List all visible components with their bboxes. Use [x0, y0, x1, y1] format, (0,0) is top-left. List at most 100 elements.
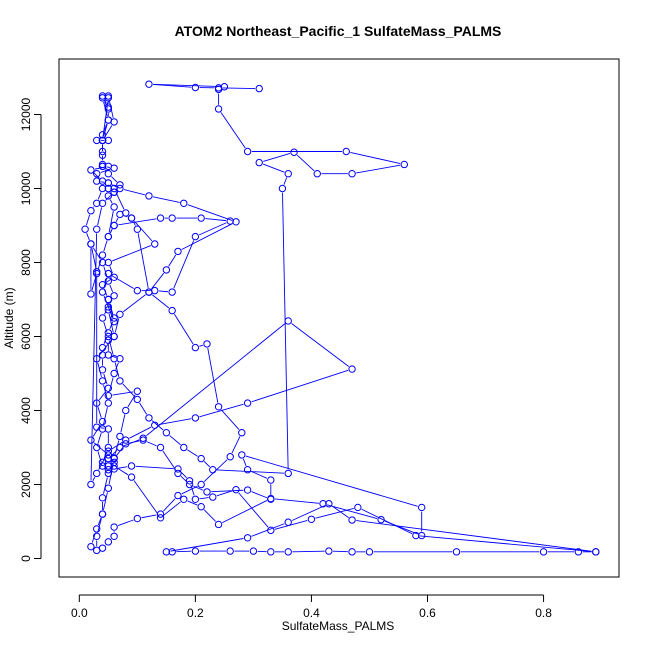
data-point — [168, 548, 176, 556]
series-segment — [93, 206, 95, 208]
series-segment — [115, 192, 125, 210]
y-axis: 0 2000 4000 6000 8000 10000 12000 — [19, 97, 42, 562]
series-segment — [356, 164, 401, 174]
data-point — [93, 225, 101, 233]
series-segment — [245, 455, 418, 507]
data-point — [98, 281, 107, 289]
data-point — [145, 414, 153, 422]
data-point — [98, 251, 107, 259]
series-segment — [158, 290, 169, 293]
data-point — [325, 547, 333, 555]
series-segment — [203, 459, 228, 482]
series-segment — [274, 519, 308, 530]
data-point — [104, 232, 113, 241]
series-segment — [170, 538, 244, 552]
data-point — [104, 425, 113, 433]
data-point — [284, 170, 292, 178]
data-point — [93, 443, 101, 452]
series — [87, 92, 426, 555]
data-point — [209, 493, 217, 501]
data-point — [139, 434, 147, 442]
data-point — [214, 520, 223, 529]
x-tick-label: 0.8 — [535, 606, 552, 620]
series-segment — [162, 450, 176, 471]
x-tick-label: 0.2 — [187, 606, 204, 620]
series-segment — [103, 123, 108, 137]
series-segment — [97, 451, 102, 463]
data-point — [133, 387, 142, 395]
data-point — [214, 84, 223, 92]
series-segment — [103, 477, 108, 494]
data-point — [133, 514, 142, 523]
data-point — [180, 495, 188, 503]
data-point — [98, 351, 107, 359]
data-point — [348, 365, 356, 373]
data-point — [168, 214, 176, 222]
series-segment — [109, 199, 113, 204]
data-point — [267, 494, 275, 503]
series-segment — [117, 519, 134, 527]
series-segment — [221, 409, 240, 430]
data-point — [151, 421, 159, 429]
data-point — [191, 547, 200, 555]
series-segment — [134, 220, 153, 242]
series-segment — [207, 347, 219, 403]
data-point — [180, 443, 188, 452]
data-point — [197, 480, 205, 489]
data-point — [93, 269, 101, 278]
series-segment — [199, 497, 209, 500]
series-segment — [187, 204, 233, 221]
series-segment — [231, 436, 241, 454]
series-segment — [356, 520, 592, 552]
series-segment — [112, 391, 134, 396]
data-point — [110, 532, 118, 540]
data-point — [156, 510, 165, 518]
data-point — [110, 118, 118, 126]
data-point — [98, 258, 107, 267]
series-segment — [173, 240, 195, 289]
data-point — [220, 83, 229, 91]
data-point — [325, 500, 333, 508]
series-segment — [174, 313, 194, 345]
data-point — [180, 199, 188, 208]
data-point — [191, 83, 200, 92]
data-point — [98, 160, 107, 169]
data-point — [162, 429, 171, 437]
data-point — [185, 480, 194, 489]
data-point — [592, 548, 600, 556]
data-point — [226, 547, 234, 555]
data-point — [104, 170, 113, 178]
series-segment — [91, 277, 97, 291]
data-point — [98, 131, 107, 139]
series-segment — [199, 403, 244, 418]
data-point — [284, 317, 292, 325]
series-segment — [97, 518, 102, 533]
series-segment — [292, 550, 325, 553]
series-segment — [326, 504, 378, 519]
series-segment — [92, 424, 101, 437]
series-segment — [115, 217, 119, 222]
series-segment — [193, 485, 204, 491]
data-point — [122, 406, 130, 415]
x-tick-label: 0.6 — [419, 606, 436, 620]
data-point — [203, 488, 211, 496]
series-segment — [103, 321, 108, 333]
series-segment — [205, 218, 227, 222]
series-segment — [163, 501, 181, 516]
series-segment — [122, 294, 146, 313]
data-point — [127, 462, 136, 470]
series-segment — [122, 383, 135, 397]
series-segment — [97, 207, 103, 226]
series-segment — [109, 266, 114, 274]
data-point — [290, 148, 298, 156]
data-point — [87, 207, 95, 215]
series-segment — [110, 461, 112, 463]
data-point — [98, 147, 107, 156]
series-segment — [85, 214, 91, 226]
series-segment — [181, 485, 198, 495]
data-point — [313, 170, 321, 178]
series-segment — [190, 484, 195, 496]
data-point — [104, 336, 113, 344]
series-segment — [111, 275, 134, 289]
data-point — [87, 436, 95, 444]
